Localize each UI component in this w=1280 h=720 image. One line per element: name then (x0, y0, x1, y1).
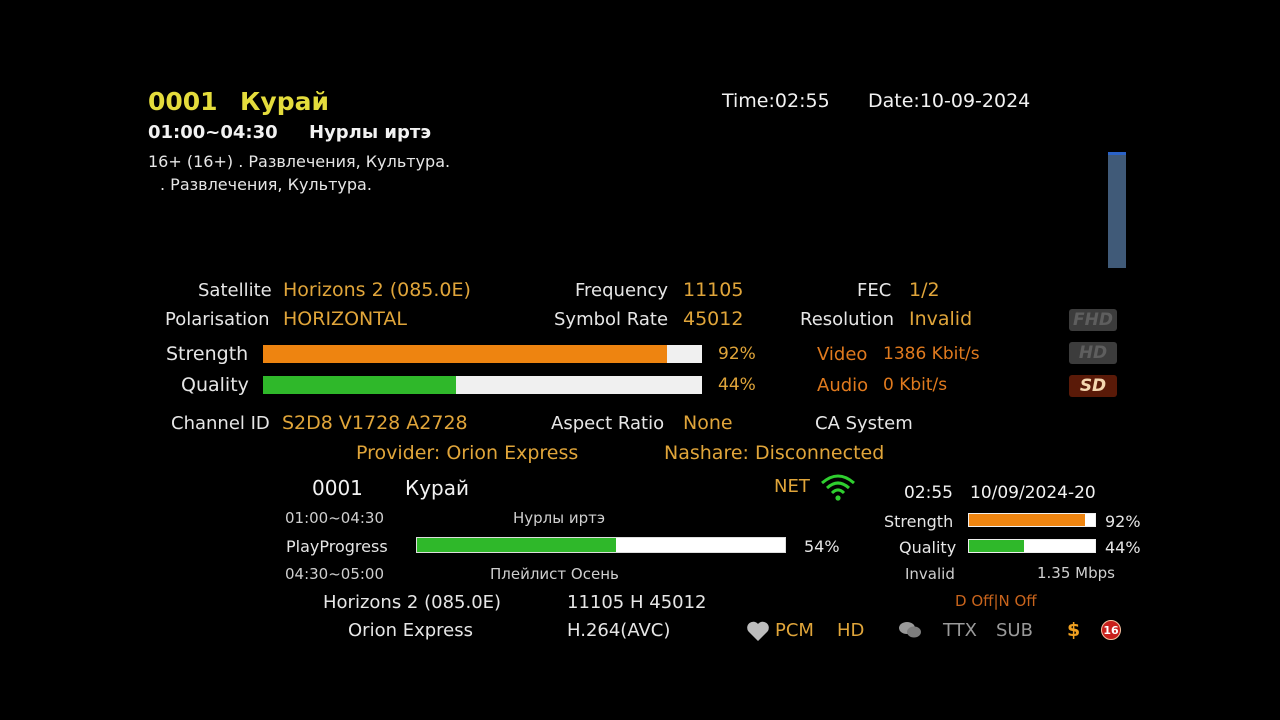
infobar-time: 02:55 (904, 483, 953, 503)
infobar-quality-bar (968, 539, 1096, 553)
infobar-transponder: 11105 H 45012 (567, 592, 707, 613)
next-event-title: Плейлист Осень (490, 565, 619, 583)
quality-label: Quality (181, 374, 249, 396)
strength-bar (263, 345, 702, 363)
hd-indicator: HD (837, 620, 865, 641)
quality-percent: 44% (718, 375, 756, 395)
infobar-satellite: Horizons 2 (085.0E) (323, 592, 502, 613)
polarisation-value: HORIZONTAL (283, 308, 407, 330)
net-label: NET (774, 476, 810, 497)
video-label: Video (817, 344, 868, 365)
date: Date:10-09-2024 (868, 90, 1030, 112)
program-description-line2: . Развлечения, Культура. (160, 175, 372, 194)
program-title: Нурлы иртэ (309, 122, 432, 143)
infobar-provider: Orion Express (348, 620, 473, 641)
resolution-value: Invalid (909, 308, 973, 330)
audio-rate: 0 Kbit/s (883, 375, 948, 395)
pay-channel-icon: $ (1067, 619, 1081, 641)
infobar-strength-label: Strength (884, 512, 954, 531)
time-label: Time: (722, 90, 775, 112)
infobar-strength-bar (968, 513, 1096, 527)
channel-id-label: Channel ID (171, 413, 270, 434)
infobar-channel-name: Курай (405, 476, 469, 500)
time-value: 02:55 (774, 90, 830, 112)
description-scrollbar[interactable] (1108, 152, 1126, 268)
infobar-quality-fill (969, 540, 1025, 552)
ca-system-label: CA System (815, 413, 913, 434)
aspect-ratio-label: Aspect Ratio (551, 413, 665, 434)
resolution-label: Resolution (800, 309, 895, 330)
age-rating-icon: 16 (1101, 620, 1121, 640)
strength-bar-fill (263, 345, 667, 363)
video-rate: 1386 Kbit/s (883, 344, 980, 364)
infobar-bitrate: 1.35 Mbps (1037, 564, 1115, 582)
aspect-ratio-value: None (683, 412, 733, 434)
play-progress-percent: 54% (804, 537, 840, 556)
nashare-status: Nashare: Disconnected (664, 442, 885, 464)
strength-percent: 92% (718, 344, 756, 364)
frequency-label: Frequency (575, 280, 668, 301)
quality-bar (263, 376, 702, 394)
channel-number: 0001 (148, 87, 218, 116)
infobar-resolution: Invalid (905, 565, 955, 583)
symbol-rate-value: 45012 (683, 308, 744, 330)
audio-label: Audio (817, 375, 869, 396)
fec-label: FEC (857, 280, 892, 301)
symbol-rate-label: Symbol Rate (554, 309, 669, 330)
dolby-status: D Off|N Off (955, 592, 1037, 610)
frequency-value: 11105 (683, 279, 744, 301)
fec-value: 1/2 (909, 279, 940, 301)
infobar-codec: H.264(AVC) (567, 620, 671, 641)
heart-icon (747, 621, 769, 641)
sd-badge: SD (1069, 375, 1117, 397)
sub-indicator: SUB (996, 620, 1033, 641)
current-event-title: Нурлы иртэ (513, 509, 606, 527)
infobar-channel-number: 0001 (312, 476, 363, 500)
date-label: Date: (868, 90, 920, 112)
satellite-value: Horizons 2 (085.0E) (283, 279, 471, 301)
play-progress-fill (417, 538, 616, 552)
polarisation-label: Polarisation (165, 309, 270, 330)
current-event-time: 01:00~04:30 (285, 509, 385, 527)
satellite-label: Satellite (198, 280, 272, 301)
infobar-strength-percent: 92% (1105, 512, 1141, 531)
clock: Time:02:55 (722, 90, 830, 112)
provider-line: Provider: Orion Express (356, 442, 579, 464)
infobar-quality-percent: 44% (1105, 538, 1141, 557)
play-progress-bar (416, 537, 786, 553)
play-progress-label: PlayProgress (286, 537, 388, 556)
date-value: 10-09-2024 (919, 90, 1031, 112)
infobar-quality-label: Quality (899, 538, 957, 557)
strength-label: Strength (166, 343, 249, 365)
program-description-line1: 16+ (16+) . Развлечения, Культура. (148, 152, 451, 171)
fhd-badge: FHD (1069, 309, 1117, 331)
wifi-icon (821, 474, 855, 501)
infobar-strength-fill (969, 514, 1085, 526)
channel-id-value: S2D8 V1728 A2728 (282, 412, 468, 434)
program-time: 01:00~04:30 (148, 122, 278, 143)
infobar-date: 10/09/2024-20 (970, 483, 1096, 503)
chat-icon (899, 622, 921, 638)
quality-bar-fill (263, 376, 457, 394)
pcm-indicator: PCM (775, 620, 814, 641)
ttx-indicator: TTX (943, 620, 978, 641)
hd-badge: HD (1069, 342, 1117, 364)
channel-name: Курай (240, 87, 330, 116)
next-event-time: 04:30~05:00 (285, 565, 385, 583)
